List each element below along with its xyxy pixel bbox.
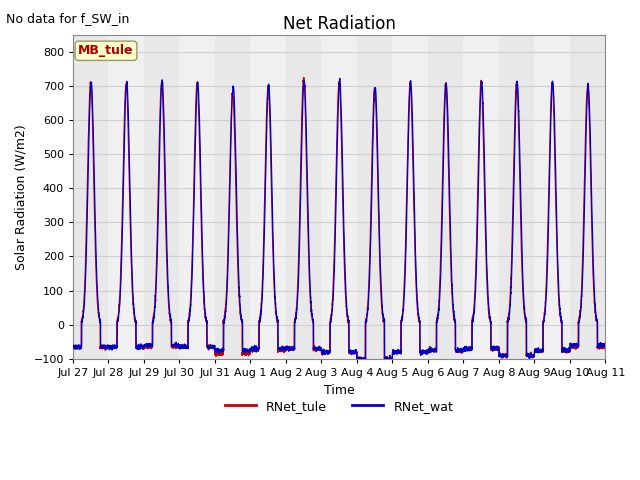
Bar <box>534 35 570 359</box>
Bar <box>321 35 357 359</box>
Bar <box>108 35 144 359</box>
Text: MB_tule: MB_tule <box>78 44 134 57</box>
Bar <box>250 35 286 359</box>
Legend: RNet_tule, RNet_wat: RNet_tule, RNet_wat <box>220 395 458 418</box>
Text: No data for f_SW_in: No data for f_SW_in <box>6 12 130 25</box>
X-axis label: Time: Time <box>324 384 355 396</box>
Title: Net Radiation: Net Radiation <box>283 15 396 33</box>
Bar <box>392 35 428 359</box>
Y-axis label: Solar Radiation (W/m2): Solar Radiation (W/m2) <box>15 124 28 270</box>
Bar <box>179 35 215 359</box>
Bar <box>463 35 499 359</box>
